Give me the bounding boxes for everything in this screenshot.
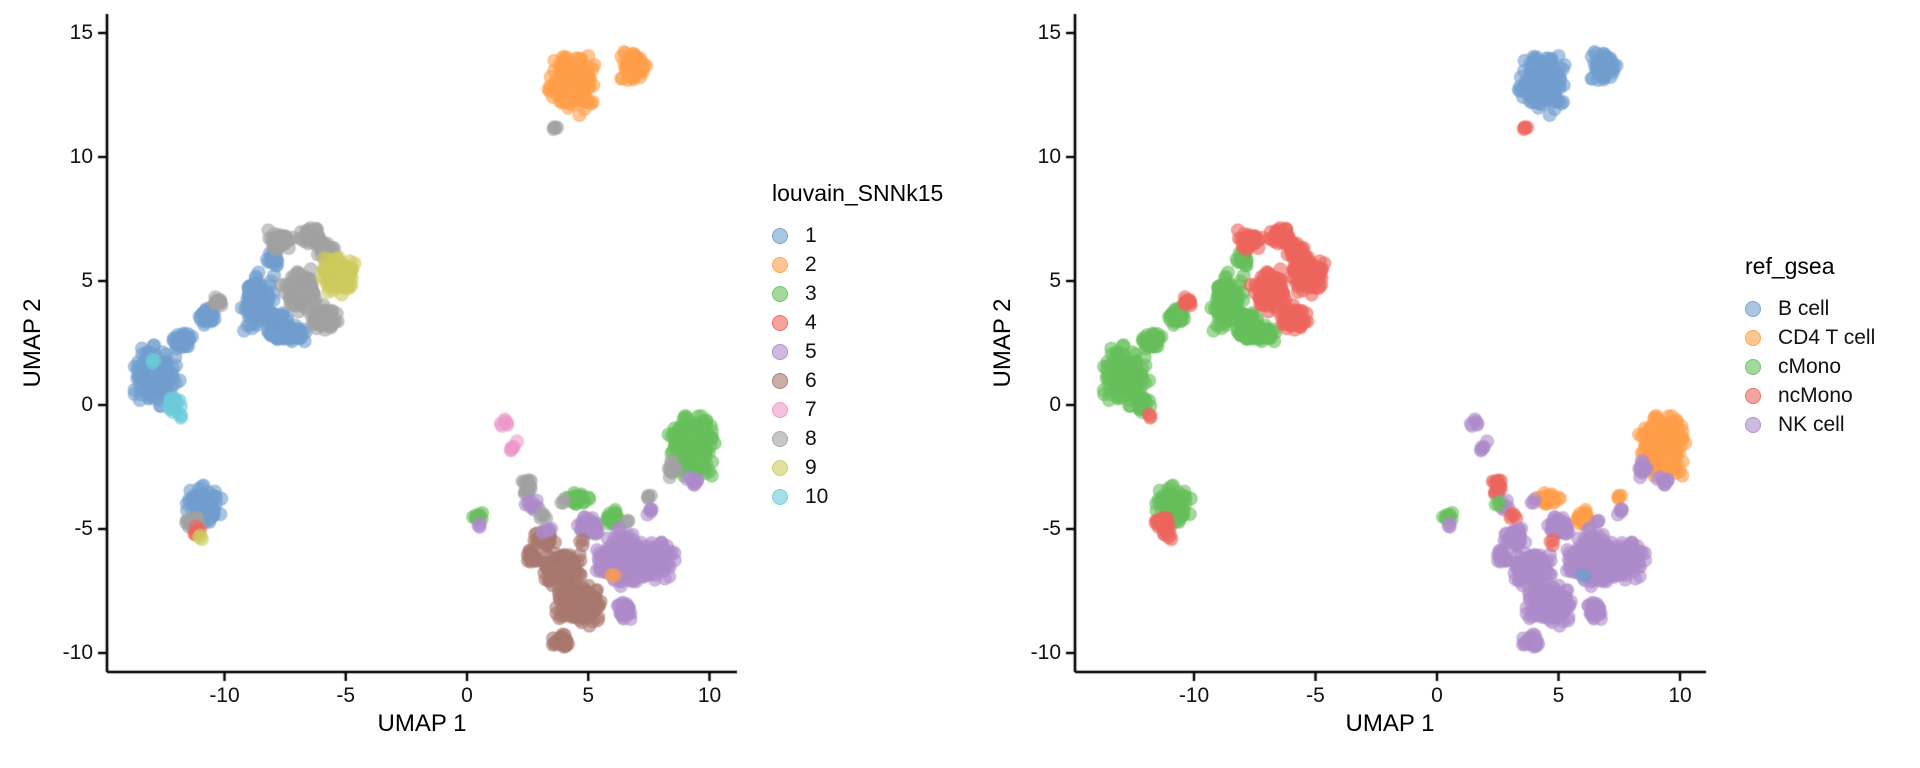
scatter-canvas bbox=[0, 0, 1920, 768]
umap-figure: UMAP 2 UMAP 1 -10 -5 0 5 10 15 10 5 0 -5 -10 louva… bbox=[0, 0, 1920, 768]
